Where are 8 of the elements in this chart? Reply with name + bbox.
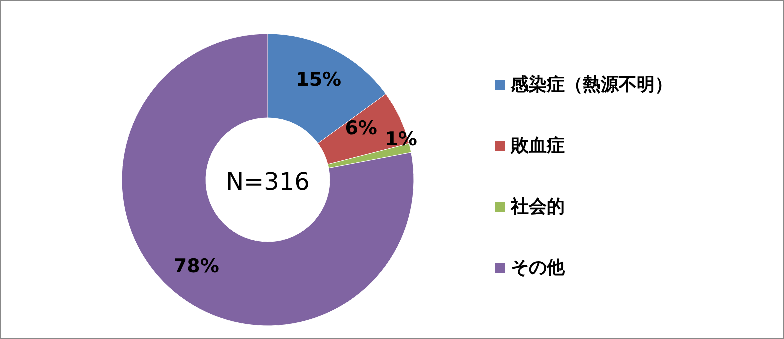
legend-label: その他 (511, 258, 566, 278)
data-label: 15% (296, 69, 342, 92)
text: N=316 (226, 168, 310, 196)
legend-label: 感染症（熱源不明） (510, 74, 673, 96)
legend-label: 敗血症 (510, 136, 565, 156)
legend-label: 社会的 (510, 196, 565, 218)
data-label: 78% (174, 255, 220, 278)
data-label: 6% (345, 117, 378, 140)
